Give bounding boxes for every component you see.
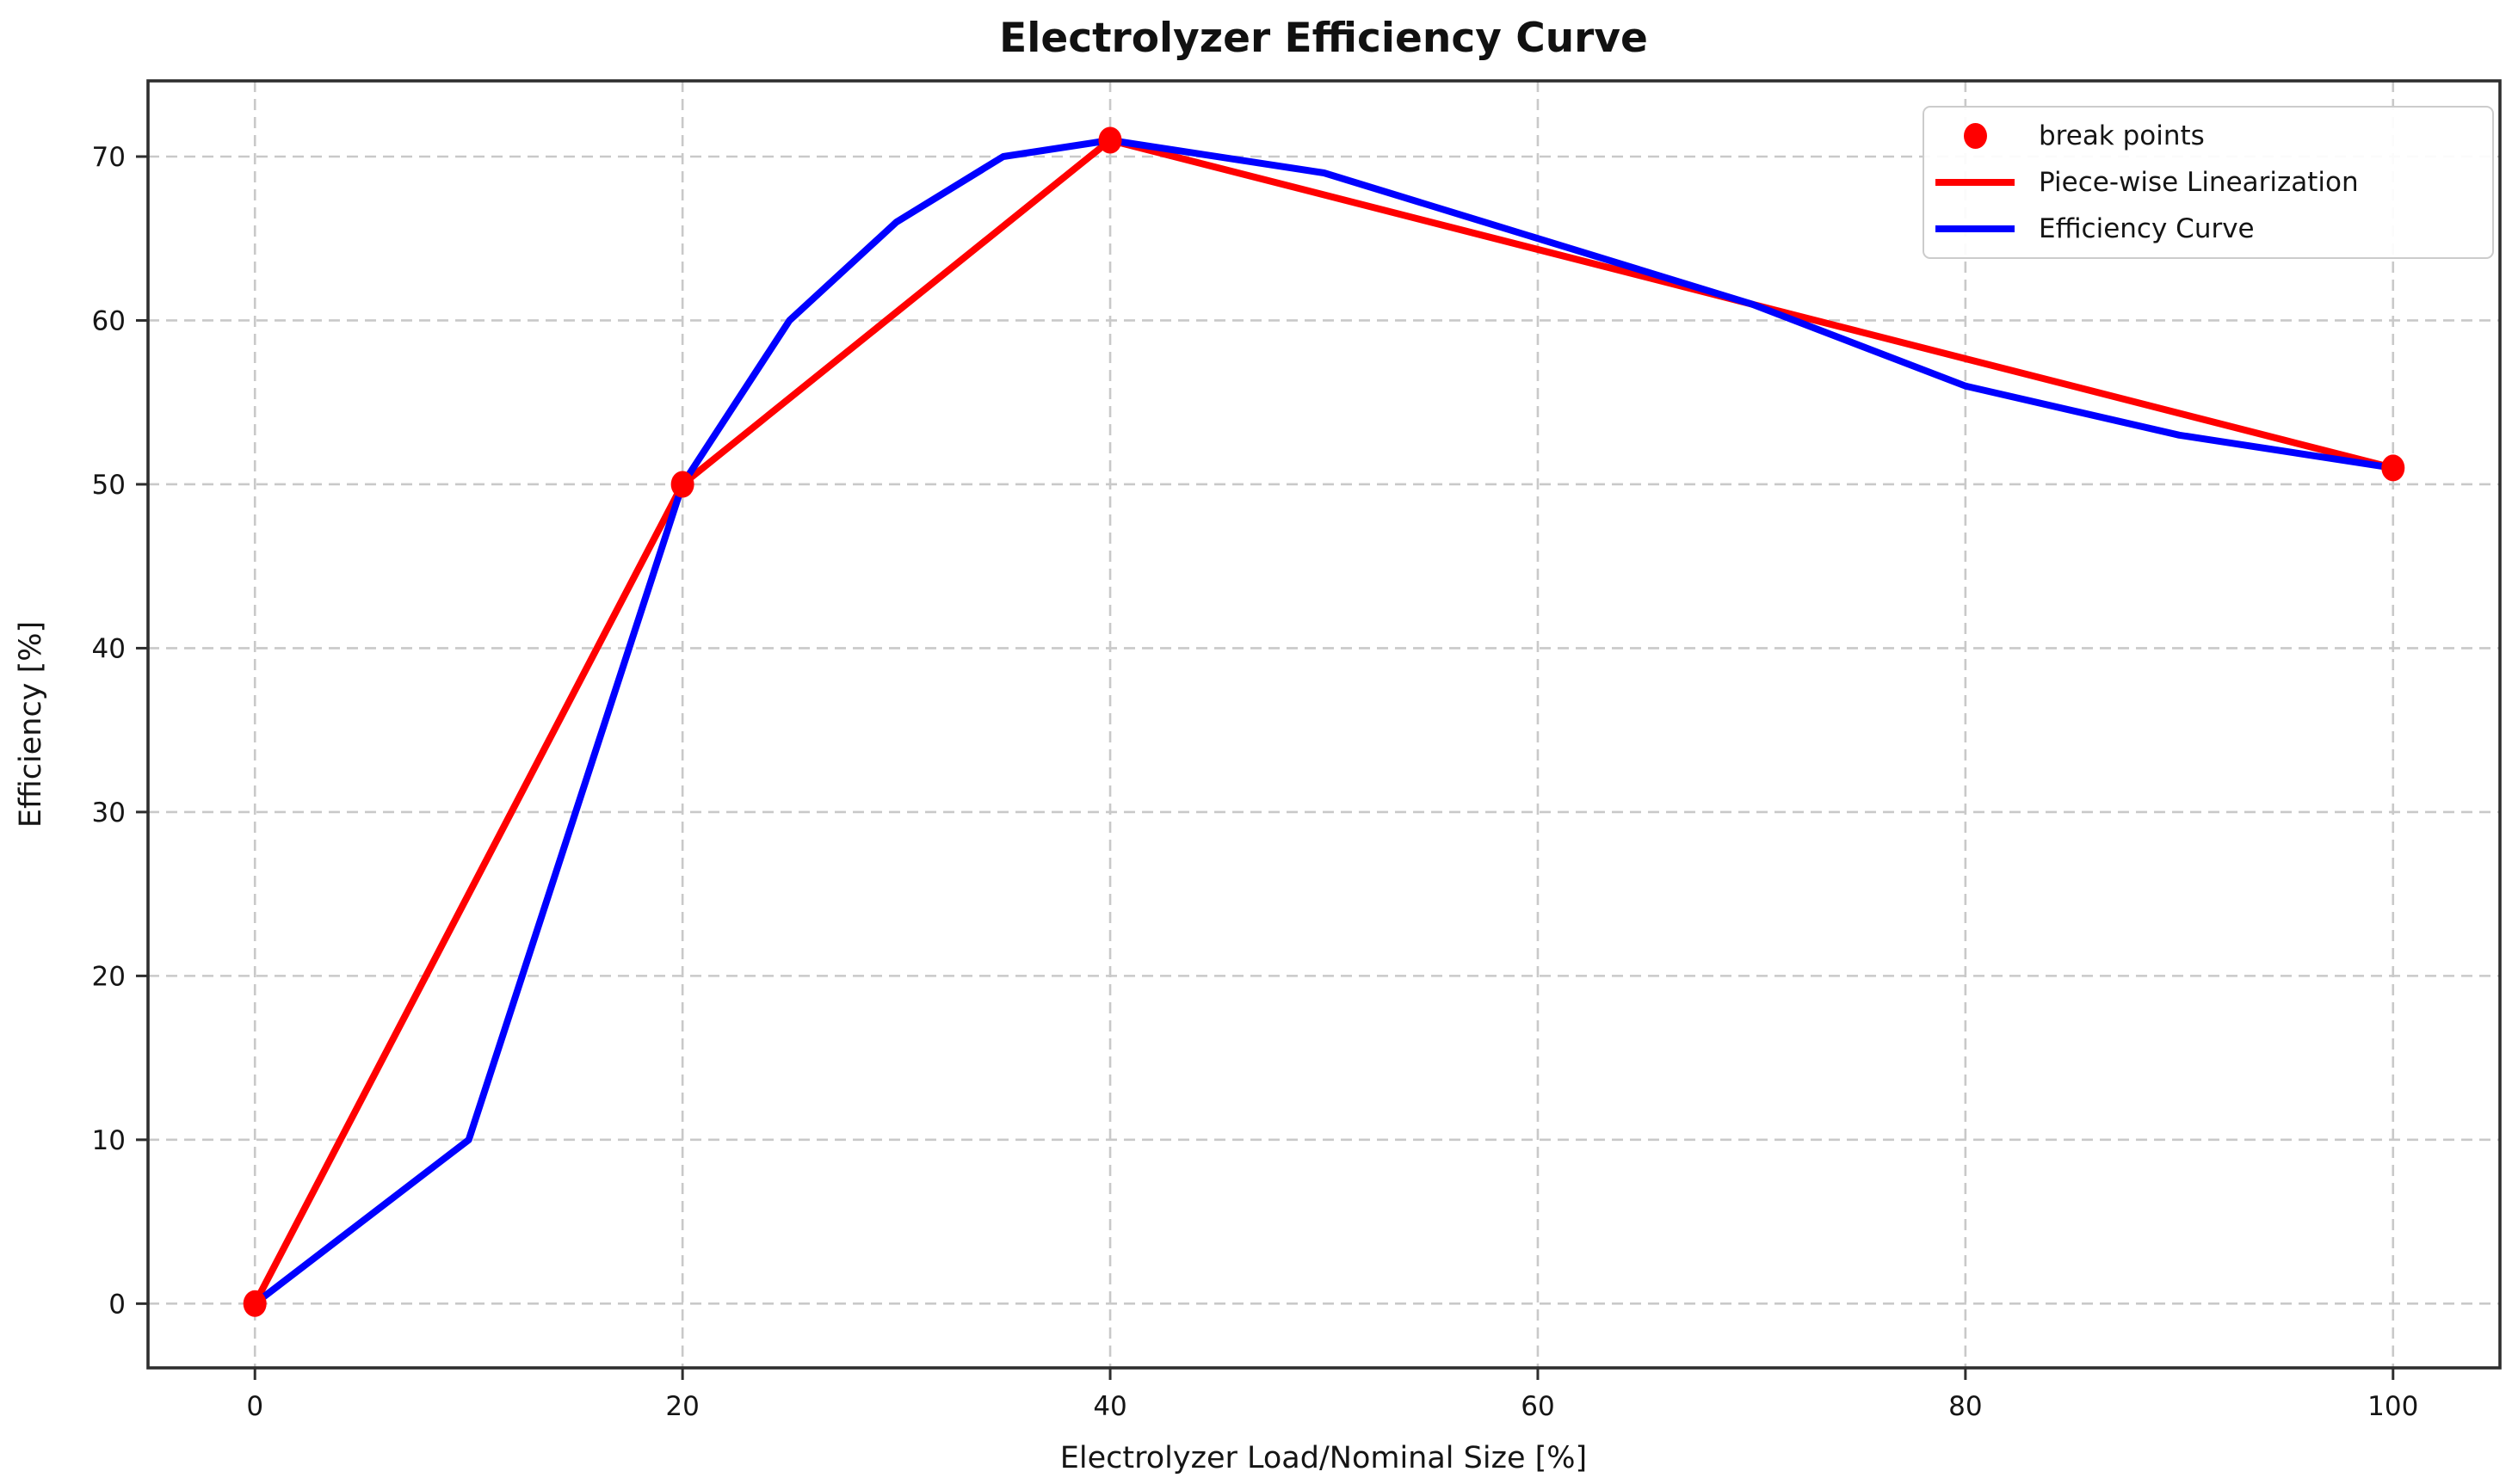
x-tick-label: 60 — [1521, 1391, 1554, 1422]
x-tick-label: 20 — [665, 1391, 699, 1422]
series-layer — [243, 126, 2405, 1317]
legend-item-efficiency-curve: Efficiency Curve — [1935, 206, 2484, 252]
piecewise-line-icon — [1935, 179, 2015, 186]
y-tick-label: 20 — [92, 961, 126, 992]
legend-item-piecewise-linearization: Piece-wise Linearization — [1935, 160, 2484, 206]
y-tick-label: 70 — [92, 142, 126, 173]
y-tick-label: 10 — [92, 1125, 126, 1156]
x-axis-label: Electrolyzer Load/Nominal Size [%] — [1060, 1441, 1587, 1475]
legend-item-break-points: break points — [1935, 114, 2484, 159]
legend-label-piecewise-linearization: Piece-wise Linearization — [2039, 167, 2359, 198]
axes-layer: 0 20 40 60 80 100 0 10 20 30 40 50 60 70 — [92, 79, 2502, 1422]
chart-title: Electrolyzer Efficiency Curve — [999, 15, 1648, 62]
grid-lines — [148, 81, 2500, 1368]
y-tick-label: 50 — [92, 470, 126, 501]
y-axis-label: Efficiency [%] — [14, 621, 48, 828]
x-tick-label: 0 — [246, 1391, 263, 1422]
y-tick-label: 30 — [92, 797, 126, 828]
efficiency-curve-line-icon — [1935, 225, 2015, 232]
legend: break points Piece-wise Linearization Ef… — [1923, 106, 2494, 259]
legend-label-efficiency-curve: Efficiency Curve — [2039, 213, 2255, 244]
x-tick-label: 40 — [1093, 1391, 1126, 1422]
legend-label-break-points: break points — [2039, 120, 2205, 151]
y-tick-label: 60 — [92, 305, 126, 336]
x-tick-label: 80 — [1948, 1391, 1982, 1422]
break-points-dot-icon — [1963, 123, 1987, 149]
x-tick-label: 100 — [2367, 1391, 2418, 1422]
y-tick-label: 40 — [92, 633, 126, 664]
y-tick-label: 0 — [108, 1289, 126, 1320]
